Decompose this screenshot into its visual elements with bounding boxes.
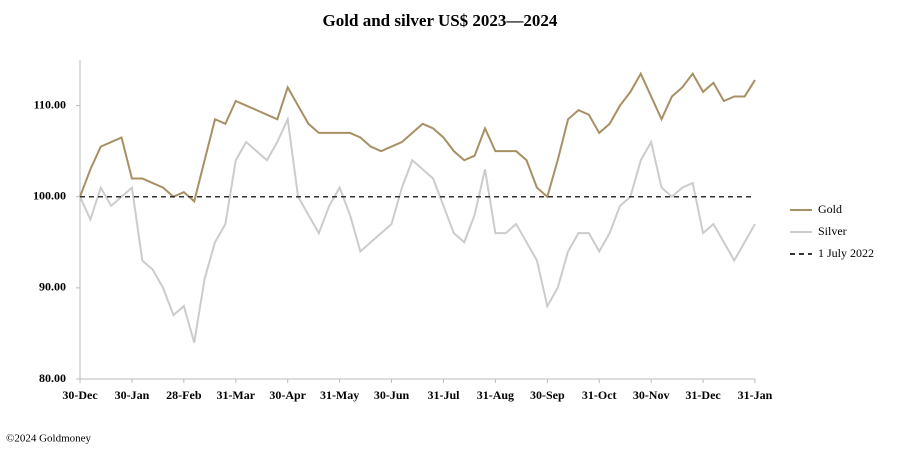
x-tick-label: 30-Apr	[269, 388, 306, 402]
y-tick-label: 100.00	[33, 188, 66, 202]
legend-label: 1 July 2022	[818, 246, 874, 260]
x-tick-label: 31-Mar	[216, 388, 255, 402]
chart-title: Gold and silver US$ 2023—2024	[323, 11, 558, 30]
source: ©2024 Goldmoney	[6, 433, 92, 445]
series-line	[79, 71, 756, 204]
x-tick-label: 31-Jul	[427, 388, 460, 402]
y-tick-label: 80.00	[39, 371, 66, 385]
x-tick-label: 30-Dec	[62, 388, 98, 402]
x-tick-label: 31-May	[320, 388, 359, 402]
x-tick-label: 31-Aug	[477, 388, 514, 402]
series-line	[79, 115, 756, 343]
y-tick-label: 110.00	[34, 97, 66, 111]
x-tick-label: 31-Oct	[582, 388, 617, 402]
x-tick-label: 31-Dec	[685, 388, 721, 402]
legend-label: Silver	[818, 224, 847, 238]
x-tick-label: 31-Jan	[738, 388, 773, 402]
legend-label: Gold	[818, 202, 842, 216]
x-tick-label: 30-Sep	[530, 388, 565, 402]
x-tick-label: 30-Jan	[115, 388, 150, 402]
y-tick-label: 90.00	[39, 280, 66, 294]
x-tick-label: 30-Nov	[633, 388, 670, 402]
x-tick-label: 30-Jun	[374, 388, 410, 402]
x-tick-label: 28-Feb	[166, 388, 202, 402]
